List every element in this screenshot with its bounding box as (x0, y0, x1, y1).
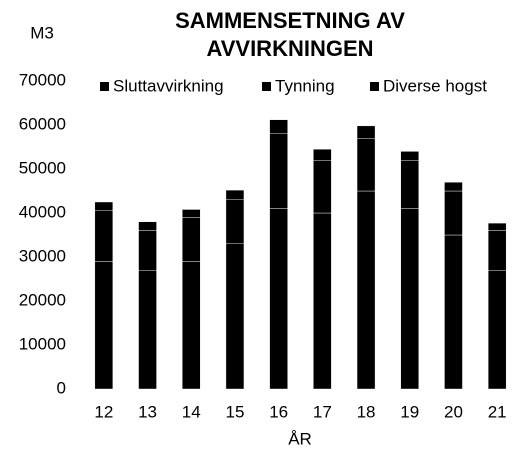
bar-segment (444, 181, 463, 192)
x-axis-label: ÅR (288, 429, 312, 448)
bar-segment (138, 230, 157, 271)
bar-segment (225, 189, 245, 200)
x-tick-label: 15 (225, 402, 244, 421)
y-axis-label: M3 (30, 23, 54, 42)
bar-segment (94, 201, 114, 212)
x-tick-label: 21 (488, 402, 507, 421)
y-tick-label: 60000 (19, 114, 66, 133)
bar-segment (400, 151, 419, 161)
legend-swatch (370, 82, 379, 91)
y-tick-label: 50000 (19, 158, 66, 177)
bar-segment (269, 119, 288, 135)
legend-swatch (262, 82, 271, 91)
bar-segment (400, 159, 419, 209)
x-tick-label: 17 (313, 402, 332, 421)
bar-segment (94, 261, 114, 390)
bar-segment (182, 261, 201, 390)
bar-segment (138, 221, 157, 231)
bar-segment (269, 208, 288, 390)
x-tick-label: 19 (400, 402, 419, 421)
bar-segment (487, 230, 507, 271)
y-tick-label: 40000 (19, 202, 66, 221)
bar-segment (269, 133, 288, 209)
bar-segment (444, 190, 463, 236)
bar-segment (313, 212, 332, 390)
y-tick-label: 30000 (19, 246, 66, 265)
bar-segment (138, 270, 157, 390)
bar-segment (225, 199, 245, 245)
chart-title: SAMMENSETNING AV (175, 8, 405, 33)
y-tick-label: 70000 (19, 70, 66, 89)
bar-segment (356, 137, 376, 192)
y-tick-label: 0 (57, 378, 66, 397)
legend-label: Diverse hogst (383, 76, 487, 95)
bar-segment (94, 210, 114, 262)
bar-segment (313, 148, 332, 161)
x-tick-label: 14 (182, 402, 201, 421)
x-tick-label: 18 (357, 402, 376, 421)
bar-segment (444, 234, 463, 390)
x-tick-label: 13 (138, 402, 157, 421)
bar-segment (182, 209, 201, 218)
chart-title: AVVIRKNINGEN (206, 36, 373, 61)
x-tick-label: 16 (269, 402, 288, 421)
x-tick-label: 20 (444, 402, 463, 421)
legend-label: Tynning (275, 76, 335, 95)
bar-segment (487, 222, 507, 231)
bar-segment (487, 270, 507, 390)
bar-segment (356, 125, 376, 139)
bar-segment (225, 243, 245, 390)
legend-swatch (100, 82, 109, 91)
x-tick-label: 12 (94, 402, 113, 421)
bar-segment (182, 217, 201, 262)
bar-segment (400, 208, 419, 390)
bar-segment (313, 159, 332, 214)
bar-segment (356, 190, 376, 390)
legend-label: Sluttavvirkning (113, 76, 224, 95)
y-tick-label: 20000 (19, 290, 66, 309)
y-tick-label: 10000 (19, 334, 66, 353)
